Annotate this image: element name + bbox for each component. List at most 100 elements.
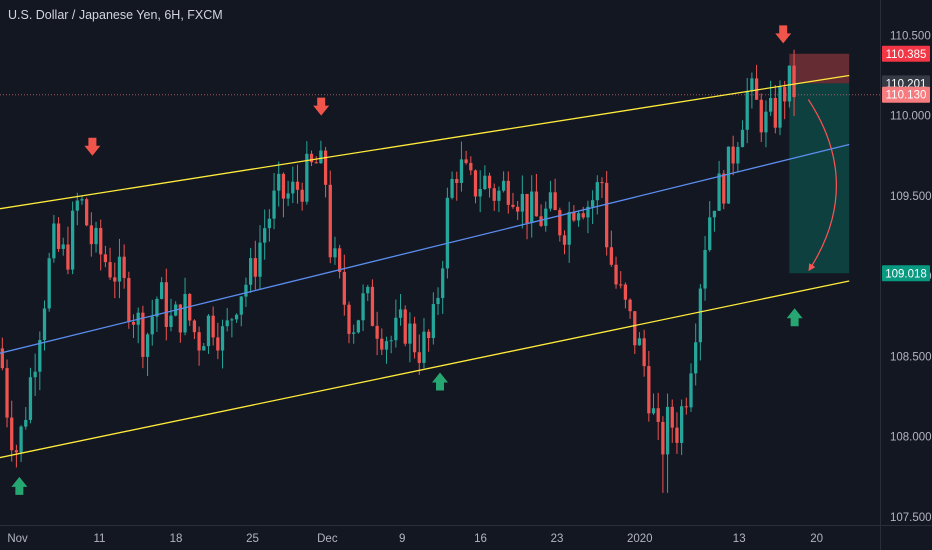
candle[interactable] xyxy=(52,223,56,259)
candle[interactable] xyxy=(295,181,300,190)
candle[interactable] xyxy=(675,427,679,443)
candle[interactable] xyxy=(24,419,28,427)
candle[interactable] xyxy=(586,206,590,218)
candle[interactable] xyxy=(89,225,93,245)
candle[interactable] xyxy=(347,304,351,334)
candle[interactable] xyxy=(689,373,693,408)
candle[interactable] xyxy=(506,180,510,205)
candle[interactable] xyxy=(726,146,731,204)
candle[interactable] xyxy=(768,97,773,112)
candle[interactable] xyxy=(759,99,763,133)
candle[interactable] xyxy=(492,188,496,201)
candle[interactable] xyxy=(483,175,487,190)
candle[interactable] xyxy=(562,235,567,245)
candle[interactable] xyxy=(38,340,42,372)
down-arrow-icon[interactable] xyxy=(775,25,792,44)
candle[interactable] xyxy=(525,193,529,224)
candle[interactable] xyxy=(145,334,150,357)
candle[interactable] xyxy=(291,181,295,194)
candle[interactable] xyxy=(455,178,459,183)
candle[interactable] xyxy=(473,170,478,197)
candle[interactable] xyxy=(328,184,332,258)
candle[interactable] xyxy=(220,326,225,351)
candle[interactable] xyxy=(117,256,122,282)
candle[interactable] xyxy=(0,348,4,369)
candle[interactable] xyxy=(412,323,417,353)
candle[interactable] xyxy=(309,153,314,163)
candle[interactable] xyxy=(169,315,173,327)
candle[interactable] xyxy=(651,408,656,414)
candle[interactable] xyxy=(253,258,257,277)
candle[interactable] xyxy=(389,340,393,342)
candle[interactable] xyxy=(487,175,492,189)
candle[interactable] xyxy=(183,293,187,333)
candle[interactable] xyxy=(188,293,192,321)
candle[interactable] xyxy=(478,189,482,197)
candle[interactable] xyxy=(694,342,698,374)
candle[interactable] xyxy=(642,338,646,367)
channel-line-lower[interactable] xyxy=(0,280,850,459)
channel-line-upper[interactable] xyxy=(0,74,850,210)
candle[interactable] xyxy=(740,129,745,147)
candle[interactable] xyxy=(609,247,613,265)
candle[interactable] xyxy=(567,211,571,245)
candle[interactable] xyxy=(656,408,660,422)
candle[interactable] xyxy=(754,78,759,100)
candle[interactable] xyxy=(33,371,37,378)
candle[interactable] xyxy=(263,228,267,243)
candle[interactable] xyxy=(539,216,543,226)
candle[interactable] xyxy=(628,299,632,312)
candle[interactable] xyxy=(61,244,65,249)
candle[interactable] xyxy=(427,331,431,339)
candle[interactable] xyxy=(679,406,684,443)
candle[interactable] xyxy=(665,406,670,455)
candle[interactable] xyxy=(441,268,445,298)
candle[interactable] xyxy=(5,368,9,418)
down-arrow-icon[interactable] xyxy=(313,97,330,116)
candle[interactable] xyxy=(75,200,79,211)
candle[interactable] xyxy=(450,178,454,198)
price-badge[interactable] xyxy=(882,86,930,103)
candle[interactable] xyxy=(300,189,304,202)
candle[interactable] xyxy=(712,210,717,218)
candle[interactable] xyxy=(19,426,23,453)
candle[interactable] xyxy=(319,150,323,164)
candle[interactable] xyxy=(342,271,346,305)
candle[interactable] xyxy=(70,210,75,270)
candle[interactable] xyxy=(94,227,98,245)
candle[interactable] xyxy=(398,309,403,318)
candle[interactable] xyxy=(244,284,248,297)
candle[interactable] xyxy=(731,146,735,164)
candle[interactable] xyxy=(281,173,286,199)
candle[interactable] xyxy=(572,211,576,221)
candle[interactable] xyxy=(431,304,435,339)
candle[interactable] xyxy=(703,249,707,289)
channel-line-middle[interactable] xyxy=(0,143,850,354)
candle[interactable] xyxy=(698,288,703,343)
candle[interactable] xyxy=(103,254,108,263)
candle[interactable] xyxy=(28,377,33,420)
projection-arrow[interactable] xyxy=(807,99,837,272)
candle[interactable] xyxy=(633,311,637,346)
candle[interactable] xyxy=(239,296,243,315)
candle[interactable] xyxy=(85,199,89,226)
candle[interactable] xyxy=(520,193,524,212)
candle[interactable] xyxy=(225,320,229,327)
candle[interactable] xyxy=(122,256,126,279)
candle[interactable] xyxy=(548,192,553,209)
candle[interactable] xyxy=(736,146,740,164)
candle[interactable] xyxy=(637,338,642,346)
candle[interactable] xyxy=(623,284,628,300)
candle[interactable] xyxy=(314,162,318,164)
candle[interactable] xyxy=(530,191,534,224)
up-arrow-icon[interactable] xyxy=(432,372,448,391)
candle[interactable] xyxy=(534,191,539,217)
candle[interactable] xyxy=(553,192,557,211)
candle[interactable] xyxy=(422,331,426,363)
candle[interactable] xyxy=(159,282,164,299)
candle[interactable] xyxy=(792,65,796,98)
candle[interactable] xyxy=(286,193,290,199)
stop-loss-zone[interactable] xyxy=(789,53,850,84)
candle[interactable] xyxy=(384,341,389,350)
